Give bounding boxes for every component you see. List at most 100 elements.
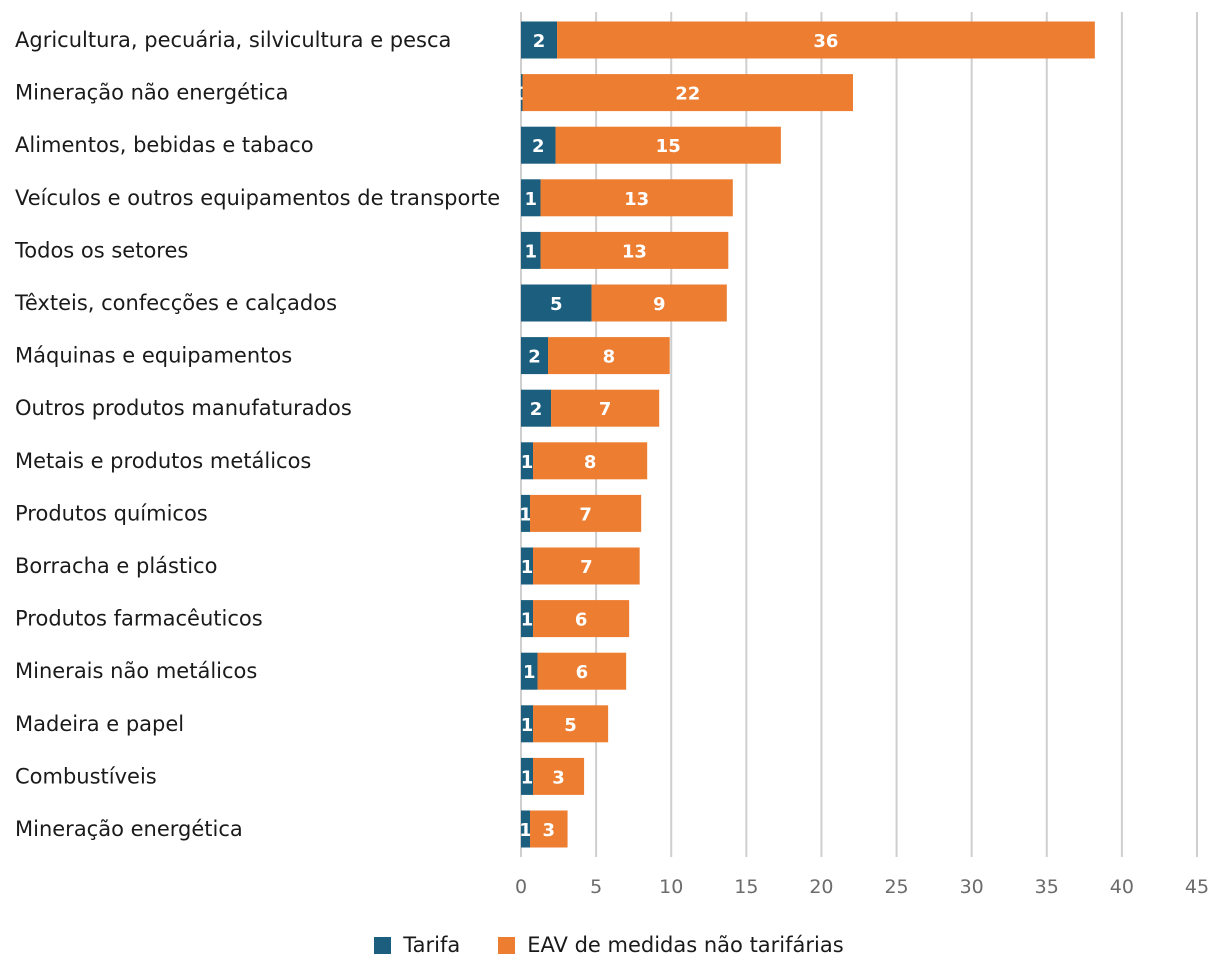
category-label: Outros produtos manufaturados	[15, 396, 352, 420]
category-label: Todos os setores	[14, 238, 188, 262]
legend-item-tarifa: Tarifa	[374, 933, 460, 957]
bar-eav	[537, 652, 627, 690]
data-label-eav: 7	[580, 557, 593, 578]
bar-tarifa	[521, 21, 558, 59]
data-label-eav: 22	[675, 84, 700, 105]
bar-eav	[533, 442, 648, 480]
legend-label-tarifa: Tarifa	[403, 933, 461, 957]
x-tick-label: 10	[659, 876, 683, 898]
bar-tarifa	[521, 389, 552, 427]
bar-tarifa	[521, 600, 534, 638]
data-label-tarifa: 1	[521, 557, 534, 578]
x-tick-label: 35	[1035, 876, 1059, 898]
x-tick-label: 5	[590, 876, 602, 898]
x-tick-label: 25	[884, 876, 908, 898]
legend-label-eav: EAV de medidas não tarifárias	[527, 933, 844, 957]
data-label-eav: 9	[653, 294, 666, 315]
category-label: Madeira e papel	[15, 712, 184, 736]
bars: 2 360 222 151 131 135 92 82 71 81 71 71 61 61 51 31 3	[515, 21, 1095, 848]
bar-tarifa	[521, 757, 534, 795]
bar-eav	[551, 389, 660, 427]
data-label-eav: 3	[552, 767, 565, 788]
category-label: Produtos químicos	[15, 501, 208, 525]
data-label-tarifa: 1	[524, 241, 537, 262]
data-label-eav: 7	[599, 399, 612, 420]
data-label-tarifa: 1	[521, 715, 534, 736]
x-tick-label: 15	[734, 876, 758, 898]
data-label-tarifa: 1	[519, 504, 532, 525]
data-label-eav: 6	[576, 662, 589, 683]
bar-eav	[522, 74, 853, 112]
x-tick-label: 40	[1110, 876, 1134, 898]
bar-eav	[530, 494, 642, 532]
bar-eav	[591, 284, 727, 322]
category-labels: Agricultura, pecuária, silvicultura e pe…	[14, 28, 500, 841]
category-label: Minerais não metálicos	[15, 659, 257, 683]
bar-eav	[540, 179, 733, 217]
bar-tarifa	[521, 442, 534, 480]
category-label: Borracha e plástico	[15, 554, 217, 578]
bar-eav	[548, 337, 670, 375]
category-label: Produtos farmacêuticos	[15, 607, 263, 631]
data-label-tarifa: 2	[530, 399, 543, 420]
data-label-tarifa: 1	[521, 610, 534, 631]
category-label: Alimentos, bebidas e tabaco	[15, 133, 314, 157]
stacked-bar-chart: 2 360 222 151 131 135 92 82 71 81 71 71 61 61 51 31 3 Ag…	[14, 12, 1209, 898]
x-axis-ticks: 0 5 10 15 20 25 30 35 40 45	[515, 876, 1209, 898]
category-label: Mineração energética	[15, 817, 243, 841]
bar-tarifa	[521, 494, 531, 532]
data-label-tarifa: 1	[523, 662, 536, 683]
category-label: Agricultura, pecuária, silvicultura e pe…	[15, 28, 451, 52]
bar-eav	[540, 231, 729, 269]
bar-tarifa	[521, 74, 523, 112]
legend: Tarifa EAV de medidas não tarifárias	[0, 925, 1218, 965]
data-label-eav: 36	[813, 31, 838, 52]
data-label-tarifa: 1	[521, 452, 534, 473]
bar-tarifa	[521, 705, 534, 743]
data-label-eav: 3	[543, 820, 556, 841]
x-tick-label: 30	[960, 876, 984, 898]
category-label: Metais e produtos metálicos	[15, 449, 311, 473]
category-label: Têxteis, confecções e calçados	[14, 291, 337, 315]
category-label: Máquinas e equipamentos	[15, 344, 292, 368]
x-tick-label: 45	[1185, 876, 1209, 898]
bar-tarifa	[521, 231, 541, 269]
category-label: Combustíveis	[15, 764, 157, 788]
bar-tarifa	[521, 284, 592, 322]
legend-swatch-tarifa	[374, 936, 392, 954]
legend-swatch-eav	[498, 936, 516, 954]
category-label: Veículos e outros equipamentos de transp…	[15, 186, 500, 210]
bar-eav	[557, 21, 1095, 59]
data-label-eav: 8	[584, 452, 597, 473]
x-tick-label: 0	[515, 876, 527, 898]
bar-eav	[533, 757, 585, 795]
data-label-tarifa: 2	[533, 31, 546, 52]
bar-eav	[555, 126, 781, 164]
data-label-tarifa: 1	[521, 767, 534, 788]
data-label-eav: 13	[622, 241, 647, 262]
bar-tarifa	[521, 810, 531, 848]
data-label-eav: 15	[656, 136, 681, 157]
data-label-tarifa: 2	[528, 347, 541, 368]
data-label-tarifa: 5	[550, 294, 563, 315]
bar-tarifa	[521, 337, 549, 375]
data-label-eav: 7	[579, 504, 592, 525]
data-label-eav: 6	[575, 610, 588, 631]
data-label-tarifa: 2	[532, 136, 545, 157]
data-label-tarifa: 1	[524, 189, 537, 210]
category-label: Mineração não energética	[15, 81, 288, 105]
bar-eav	[530, 810, 568, 848]
data-label-tarifa: 1	[519, 820, 532, 841]
data-label-eav: 5	[564, 715, 577, 736]
bar-tarifa	[521, 652, 538, 690]
bar-eav	[533, 547, 640, 585]
x-tick-label: 20	[809, 876, 833, 898]
data-label-eav: 8	[603, 347, 616, 368]
bar-tarifa	[521, 547, 534, 585]
bar-tarifa	[521, 126, 556, 164]
data-label-eav: 13	[624, 189, 649, 210]
bar-eav	[533, 705, 609, 743]
legend-item-eav: EAV de medidas não tarifárias	[498, 933, 844, 957]
bar-eav	[533, 600, 630, 638]
bar-tarifa	[521, 179, 541, 217]
